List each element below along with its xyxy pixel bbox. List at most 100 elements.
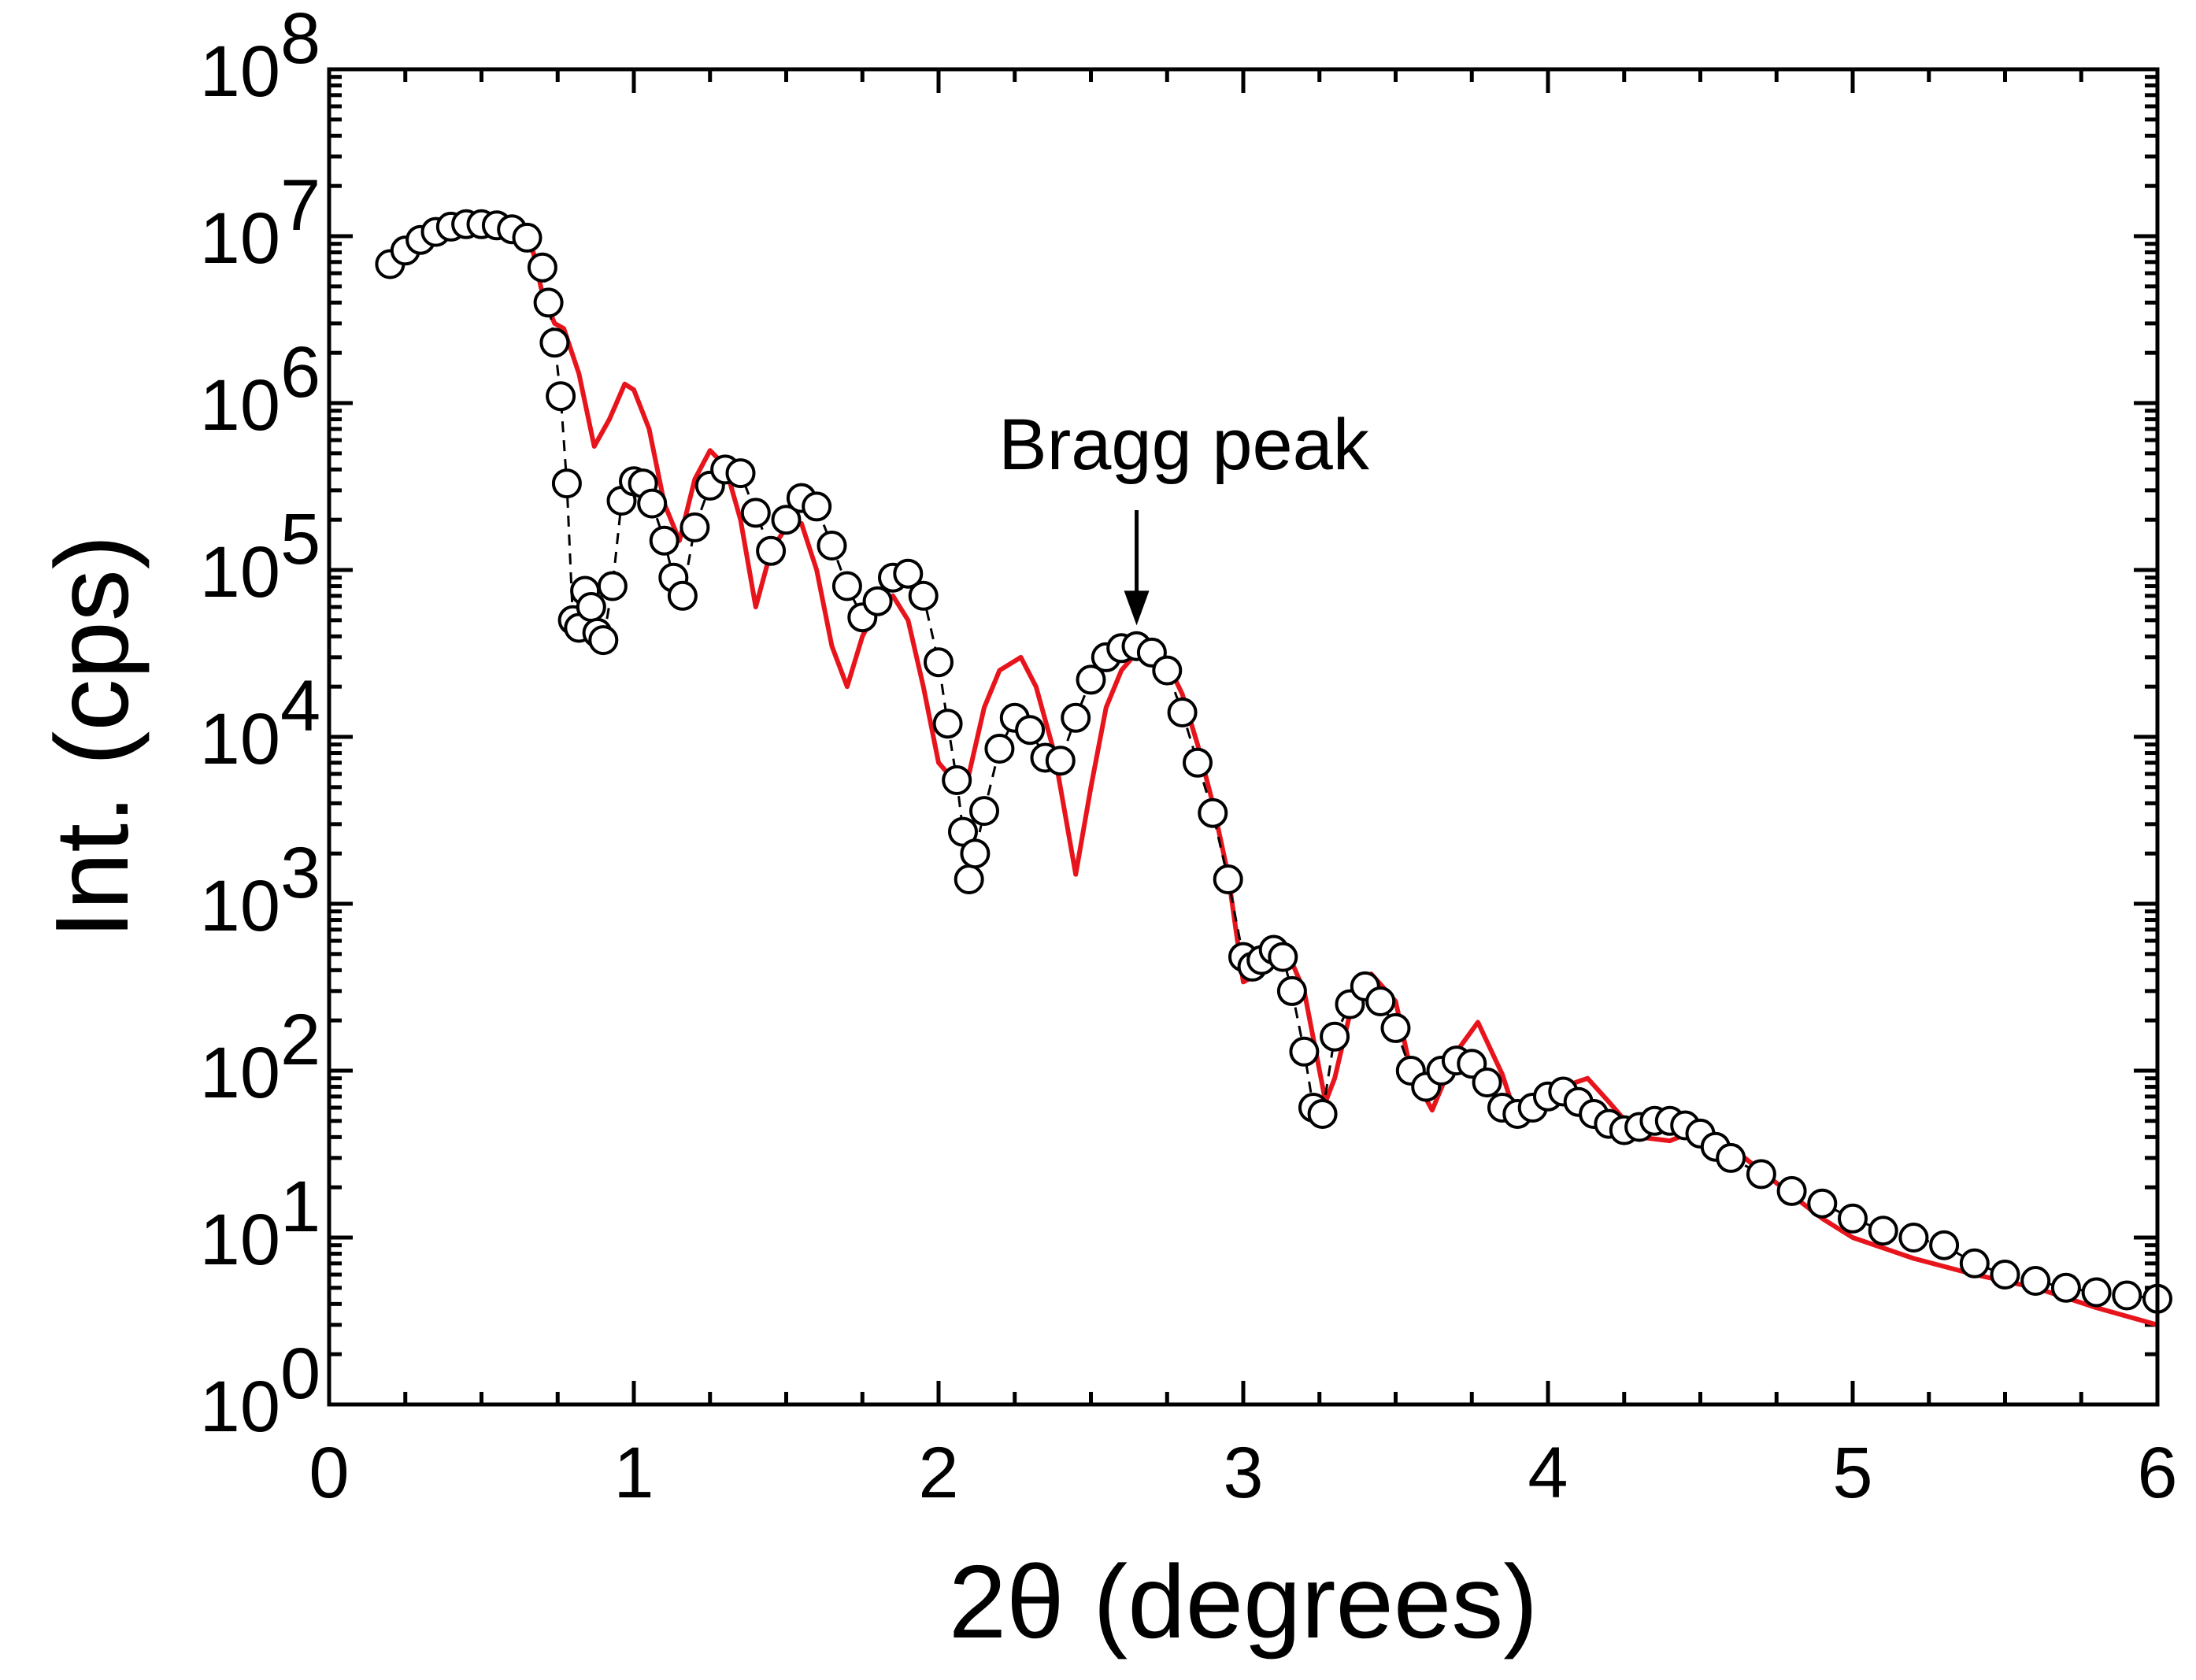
y-tick-exponent: 2 [280,1000,320,1080]
annotation-label: Bragg peak [998,405,1370,485]
annotation-arrow-head [1124,590,1150,626]
data-point [667,580,698,611]
x-tick-label: 0 [309,1433,349,1513]
data-point [546,381,576,412]
data-point [932,709,963,739]
x-axis-title: 2θ (degrees) [949,1544,1538,1660]
data-point [924,647,954,678]
data-point [588,625,619,656]
data-point [2050,1272,2081,1303]
series-measured [375,209,2172,1314]
data-point [1276,975,1307,1006]
data-point [597,571,628,601]
data-point [649,525,680,556]
data-point [1838,1203,1868,1234]
data-point [637,488,668,519]
data-point [2081,1277,2112,1308]
fit-curve [388,223,2158,1327]
y-tick-label: 10 [200,1367,280,1447]
y-tick-label: 10 [200,866,280,946]
data-point [512,222,543,253]
y-tick-label: 10 [200,532,280,612]
data-point [1746,1159,1776,1190]
data-point [1929,1230,1960,1260]
data-point [954,864,984,894]
data-point [771,505,802,535]
x-tick-label: 3 [1223,1433,1263,1513]
data-point [1898,1223,1929,1253]
data-point [1959,1248,1990,1279]
data-point [969,796,999,827]
y-tick-exponent: 5 [280,499,320,579]
data-point [1076,664,1106,695]
y-tick-label: 10 [200,699,280,779]
y-tick-label: 10 [200,1200,280,1280]
data-point [1868,1216,1898,1246]
data-point [1716,1142,1746,1173]
y-axis-title: Int. (cps) [34,535,150,938]
data-point [1061,702,1091,733]
data-point [1776,1175,1807,1206]
y-tick-exponent: 1 [280,1167,320,1247]
data-point [533,287,564,318]
data-point [831,571,862,601]
data-point [756,535,787,566]
x-tick-labels: 0 1 2 3 4 5 6 [309,1433,2177,1513]
data-point [984,734,1015,764]
data-point [1268,942,1298,972]
y-tick-label: 10 [200,365,280,446]
data-point [908,580,939,611]
data-point [1167,698,1198,727]
data-point [1307,1099,1338,1129]
data-point [539,327,570,358]
data-point [1807,1188,1838,1219]
data-point [1990,1260,2020,1290]
x-tick-label: 2 [918,1433,958,1513]
x-tick-label: 4 [1528,1433,1568,1513]
data-point [942,765,972,795]
x-tick-label: 6 [2137,1433,2177,1513]
data-point [680,512,710,542]
y-tick-label: 10 [200,1033,280,1113]
data-point [725,458,756,489]
data-point [740,498,771,528]
x-tick-label: 1 [613,1433,654,1513]
y-tick-exponent: 4 [280,666,320,746]
data-point [1320,1021,1350,1052]
data-point [862,586,893,616]
y-tick-exponent: 0 [280,1334,320,1414]
series-fit [388,223,2158,1327]
data-point [1015,715,1046,746]
x-tick-label: 5 [1832,1433,1872,1513]
data-point [817,531,847,561]
y-tick-exponent: 8 [280,0,320,79]
data-point [1472,1068,1502,1097]
data-point [551,468,582,499]
data-point [893,558,924,589]
plot-frame [327,67,2160,1407]
data-point [1213,864,1243,894]
data-point [2112,1280,2142,1311]
data-point [2020,1266,2051,1296]
data-point [576,592,606,622]
data-point [960,838,991,869]
y-tick-exponent: 7 [280,165,320,246]
data-point [1045,746,1076,776]
axis-ticks [327,69,2160,1407]
data-point [1183,747,1213,778]
data-point [1152,655,1183,686]
data-point [802,491,832,522]
data-point [1380,1012,1411,1043]
data-point [527,252,557,283]
data-point [1365,986,1396,1016]
data-point [1289,1036,1320,1067]
y-tick-label: 10 [200,31,280,112]
annotation: Bragg peak [998,405,1370,626]
data-point [1198,797,1228,828]
y-tick-exponent: 6 [280,332,320,413]
y-tick-label: 10 [200,198,280,279]
y-tick-exponent: 3 [280,833,320,913]
